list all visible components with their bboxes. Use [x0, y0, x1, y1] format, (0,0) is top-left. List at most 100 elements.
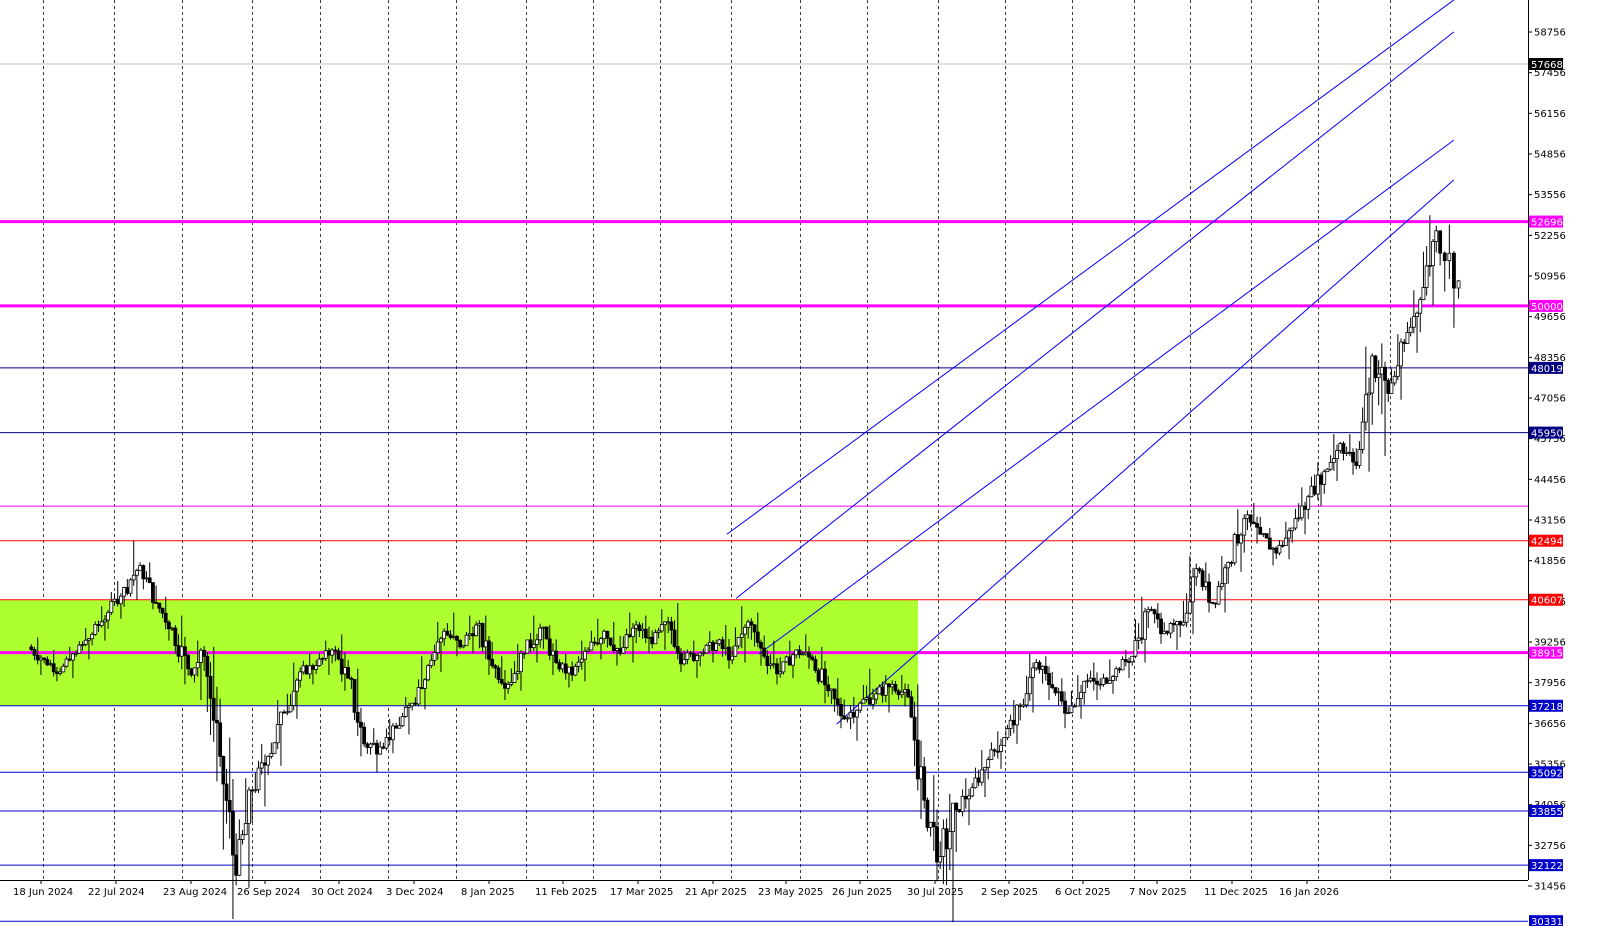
candle-body [1207, 581, 1211, 603]
candle-body [1040, 665, 1045, 670]
candle-body [1056, 691, 1061, 694]
candle [157, 602, 162, 613]
candle-body [810, 656, 815, 660]
candle [416, 679, 421, 707]
channel-line [758, 139, 1455, 655]
candle-body [67, 658, 72, 661]
candle [298, 667, 303, 688]
candle-body [301, 665, 306, 673]
candle [999, 738, 1003, 769]
candle [1421, 251, 1426, 301]
candle [899, 675, 904, 699]
candle-body [1424, 265, 1429, 288]
candle-body [899, 691, 904, 696]
candle-body [634, 624, 639, 629]
y-tick-label: 37956 [1534, 678, 1566, 689]
x-tick-label: 8 Jan 2025 [461, 887, 515, 898]
candle-body [1280, 544, 1285, 547]
candle [330, 648, 335, 664]
candle-body [439, 638, 443, 643]
candle-body [90, 633, 95, 640]
candle [1408, 317, 1413, 337]
candle [1251, 502, 1256, 525]
candle-body [1376, 373, 1381, 379]
candle [1442, 251, 1447, 292]
x-tick-label: 21 Apr 2025 [685, 887, 747, 898]
candle-body [435, 641, 440, 653]
candle-body [688, 652, 693, 655]
y-tick-label: 49656 [1534, 312, 1566, 323]
candle-body [803, 652, 808, 655]
candle-body [880, 686, 885, 696]
candle [131, 540, 136, 586]
candle-body [387, 737, 392, 741]
candle [861, 684, 866, 704]
level-badge-label: 38915 [1531, 649, 1563, 660]
candle [1331, 434, 1336, 471]
candle [1290, 527, 1295, 543]
candle-body [637, 624, 642, 632]
candle-body [29, 646, 34, 650]
candle-body [1442, 252, 1447, 262]
candle-body [570, 666, 575, 676]
candle [314, 659, 319, 675]
candle-body [1146, 608, 1151, 613]
candle-body [125, 587, 130, 594]
candle-body [192, 667, 197, 676]
candle [1194, 563, 1199, 586]
candle-body [567, 666, 571, 674]
candle [205, 652, 210, 712]
candle-body [279, 711, 283, 725]
candle [496, 665, 501, 684]
candle [285, 693, 290, 716]
candle-body [176, 645, 181, 657]
current-price-badge [1529, 58, 1563, 70]
candle-body [173, 627, 178, 647]
candle-body [1277, 544, 1282, 554]
candle-body [711, 641, 715, 651]
candle [906, 684, 911, 699]
candle [215, 686, 219, 782]
candle-body [314, 665, 319, 670]
candle-body [912, 716, 917, 741]
candle [183, 636, 187, 685]
candle-body [490, 658, 495, 667]
candle-body [259, 762, 264, 769]
candle [1438, 230, 1443, 266]
candle-body [746, 621, 751, 628]
candle-body [954, 802, 959, 810]
candle-body [941, 828, 946, 857]
candle-body [883, 683, 888, 696]
candle-body [1216, 586, 1221, 605]
y-tick-label: 57456 [1534, 68, 1566, 79]
candle [656, 627, 661, 639]
candle [1104, 677, 1109, 685]
candle [1283, 521, 1288, 547]
candle-body [1005, 728, 1010, 738]
time-axis: 18 Jun 2024 22 Jul 2024 23 Aug 2024 26 Sep … [0, 880, 1528, 898]
candle [1002, 736, 1007, 746]
candle [1287, 527, 1291, 560]
candle [1123, 650, 1128, 667]
candle [807, 646, 811, 669]
candle [839, 697, 843, 729]
trend-channel [726, 0, 1455, 725]
candle [1082, 680, 1087, 705]
candle-body [791, 654, 795, 666]
candle-body [1159, 618, 1163, 635]
candle-body [64, 658, 69, 667]
candle-body [698, 652, 703, 657]
candle-body [887, 683, 891, 688]
candle-body [154, 602, 159, 604]
candle-body [1251, 521, 1256, 524]
level-badge [1529, 646, 1563, 659]
candle [736, 637, 741, 649]
x-tick-label: 16 Jan 2026 [1279, 887, 1339, 898]
candle [1066, 706, 1071, 715]
candle [871, 688, 875, 710]
candle-body [429, 659, 434, 667]
candle-body [237, 839, 242, 876]
candle-body [45, 658, 50, 666]
channel-line [735, 31, 1455, 599]
candle [1405, 322, 1410, 344]
